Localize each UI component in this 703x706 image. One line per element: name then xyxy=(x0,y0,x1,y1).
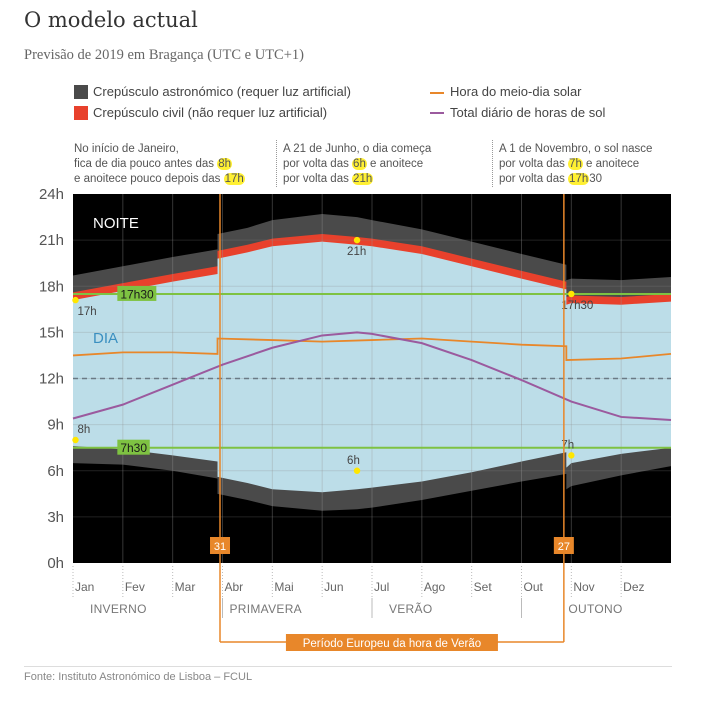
dst-date-box xyxy=(553,537,574,554)
source-note: Fonte: Instituto Astronómico de Lisboa –… xyxy=(24,671,253,683)
note-divider xyxy=(492,140,493,187)
page-subtitle: Previsão de 2019 em Bragança (UTC e UTC+… xyxy=(24,47,304,63)
day-label: DIA xyxy=(93,330,118,347)
y-tick-label: 21h xyxy=(39,232,64,249)
time-highlight: 8h xyxy=(217,158,233,170)
reference-label: 17h30 xyxy=(120,287,154,301)
event-marker xyxy=(353,236,361,244)
annotation-line: A 21 de Junho, o dia começa xyxy=(283,143,432,155)
legend-label-civil: Crepúsculo civil (não requer luz artific… xyxy=(93,105,328,120)
y-tick-label: 18h xyxy=(39,278,64,295)
y-tick-label: 12h xyxy=(39,371,64,388)
x-tick-label: Mai xyxy=(274,580,293,594)
annotation-line: por volta das 7h e anoitece xyxy=(499,158,640,170)
x-tick-label: Out xyxy=(524,580,544,594)
dst-period-label: Período Europeu da hora de Verão xyxy=(303,638,481,650)
reference-label: 7h30 xyxy=(120,441,147,455)
legend-label-noon: Hora do meio-dia solar xyxy=(450,84,582,99)
dst-period-box xyxy=(285,634,498,651)
event-marker xyxy=(353,467,361,474)
annotation-line: por volta das 21h xyxy=(283,173,374,185)
season-label: PRIMAVERA xyxy=(229,602,302,616)
legend-swatch-daylight xyxy=(430,112,444,114)
x-tick-label: Abr xyxy=(225,580,244,594)
event-marker-label: 17h30 xyxy=(561,300,593,312)
page-title: O modelo actual xyxy=(24,8,198,32)
annotation-line: fica de dia pouco antes das 8h xyxy=(74,158,233,170)
event-marker-label: 17h xyxy=(77,306,96,318)
legend-swatch-astro xyxy=(74,85,88,99)
y-tick-label: 0h xyxy=(47,555,64,572)
annotation-line: e anoitece pouco depois das 17h xyxy=(74,173,245,185)
x-tick-label: Fev xyxy=(125,580,145,594)
reference-label-box xyxy=(117,439,150,455)
reference-label-box xyxy=(117,285,157,301)
time-highlight: 21h xyxy=(352,173,374,185)
annotation-january: No início de Janeiro, fica de dia pouco … xyxy=(74,142,245,187)
time-highlight: 7h xyxy=(568,158,583,170)
note-divider xyxy=(276,140,277,187)
legend-swatch-noon xyxy=(430,92,444,94)
y-tick-label: 15h xyxy=(39,324,64,341)
footer-divider xyxy=(24,666,672,667)
event-marker xyxy=(568,452,575,459)
event-marker-label: 6h xyxy=(347,455,360,467)
x-tick-label: Jan xyxy=(75,580,94,594)
season-label: VERÃO xyxy=(389,602,433,616)
night-label: NOITE xyxy=(93,215,139,232)
x-tick-label: Nov xyxy=(573,580,594,594)
season-label: OUTONO xyxy=(568,602,622,616)
annotation-june: A 21 de Junho, o dia começa por volta da… xyxy=(283,142,431,187)
x-tick-label: Jul xyxy=(374,580,389,594)
y-tick-label: 24h xyxy=(39,186,64,203)
time-highlight: 17h xyxy=(223,173,245,185)
event-marker xyxy=(568,290,575,298)
y-tick-label: 3h xyxy=(47,509,64,526)
daylight-area xyxy=(73,241,671,493)
x-tick-label: Set xyxy=(474,580,493,594)
dst-date-box xyxy=(210,537,231,554)
annotation-line: No início de Janeiro, xyxy=(74,143,179,155)
annotation-line: por volta das 6h e anoitece xyxy=(283,158,424,170)
dst-date-label: 31 xyxy=(214,541,226,553)
legend-label-daylight: Total diário de horas de sol xyxy=(450,105,606,120)
dst-date-label: 27 xyxy=(558,541,570,553)
y-tick-label: 9h xyxy=(47,417,64,434)
solar-noon-line xyxy=(72,337,672,361)
x-tick-label: Mar xyxy=(175,580,196,594)
x-tick-label: Jun xyxy=(324,580,343,594)
event-marker-label: 8h xyxy=(77,424,90,436)
x-tick-label: Ago xyxy=(424,580,446,594)
annotation-line: por volta das 17h30 xyxy=(499,173,603,185)
annotation-line: A 1 de Novembro, o sol nasce xyxy=(499,143,653,155)
time-highlight: 6h xyxy=(352,158,367,170)
legend-label-astro: Crepúsculo astronómico (requer luz artif… xyxy=(93,84,351,99)
event-marker xyxy=(72,436,79,444)
x-tick-label: Dez xyxy=(623,580,644,594)
daylight-hours-line xyxy=(72,331,672,422)
time-highlight: 17h xyxy=(568,173,590,185)
event-marker-label: 21h xyxy=(347,246,366,258)
event-marker xyxy=(72,296,79,304)
season-label: INVERNO xyxy=(90,602,147,616)
legend-swatch-civil xyxy=(74,106,88,120)
y-tick-label: 6h xyxy=(47,463,64,480)
annotation-november: A 1 de Novembro, o sol nasce por volta d… xyxy=(499,142,652,187)
